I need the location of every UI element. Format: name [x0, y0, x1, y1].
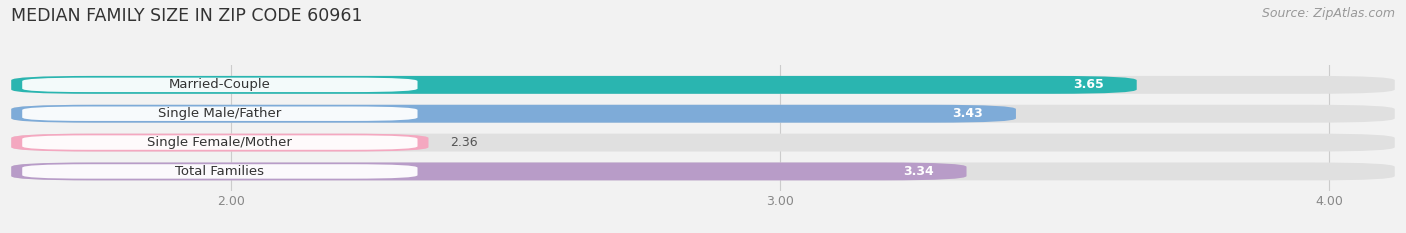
FancyBboxPatch shape	[11, 162, 966, 180]
Text: 3.34: 3.34	[903, 165, 934, 178]
Text: Total Families: Total Families	[176, 165, 264, 178]
Text: Single Male/Father: Single Male/Father	[159, 107, 281, 120]
Text: MEDIAN FAMILY SIZE IN ZIP CODE 60961: MEDIAN FAMILY SIZE IN ZIP CODE 60961	[11, 7, 363, 25]
FancyBboxPatch shape	[11, 134, 1395, 151]
Text: Source: ZipAtlas.com: Source: ZipAtlas.com	[1261, 7, 1395, 20]
Text: 3.43: 3.43	[952, 107, 983, 120]
FancyBboxPatch shape	[11, 162, 1395, 180]
FancyBboxPatch shape	[22, 135, 418, 150]
FancyBboxPatch shape	[11, 76, 1395, 94]
FancyBboxPatch shape	[22, 106, 418, 121]
FancyBboxPatch shape	[11, 105, 1395, 123]
Text: Married-Couple: Married-Couple	[169, 78, 271, 91]
Text: 2.36: 2.36	[450, 136, 478, 149]
FancyBboxPatch shape	[11, 105, 1017, 123]
FancyBboxPatch shape	[22, 164, 418, 179]
FancyBboxPatch shape	[22, 78, 418, 92]
FancyBboxPatch shape	[11, 134, 429, 151]
Text: 3.65: 3.65	[1073, 78, 1104, 91]
FancyBboxPatch shape	[11, 76, 1136, 94]
Text: Single Female/Mother: Single Female/Mother	[148, 136, 292, 149]
